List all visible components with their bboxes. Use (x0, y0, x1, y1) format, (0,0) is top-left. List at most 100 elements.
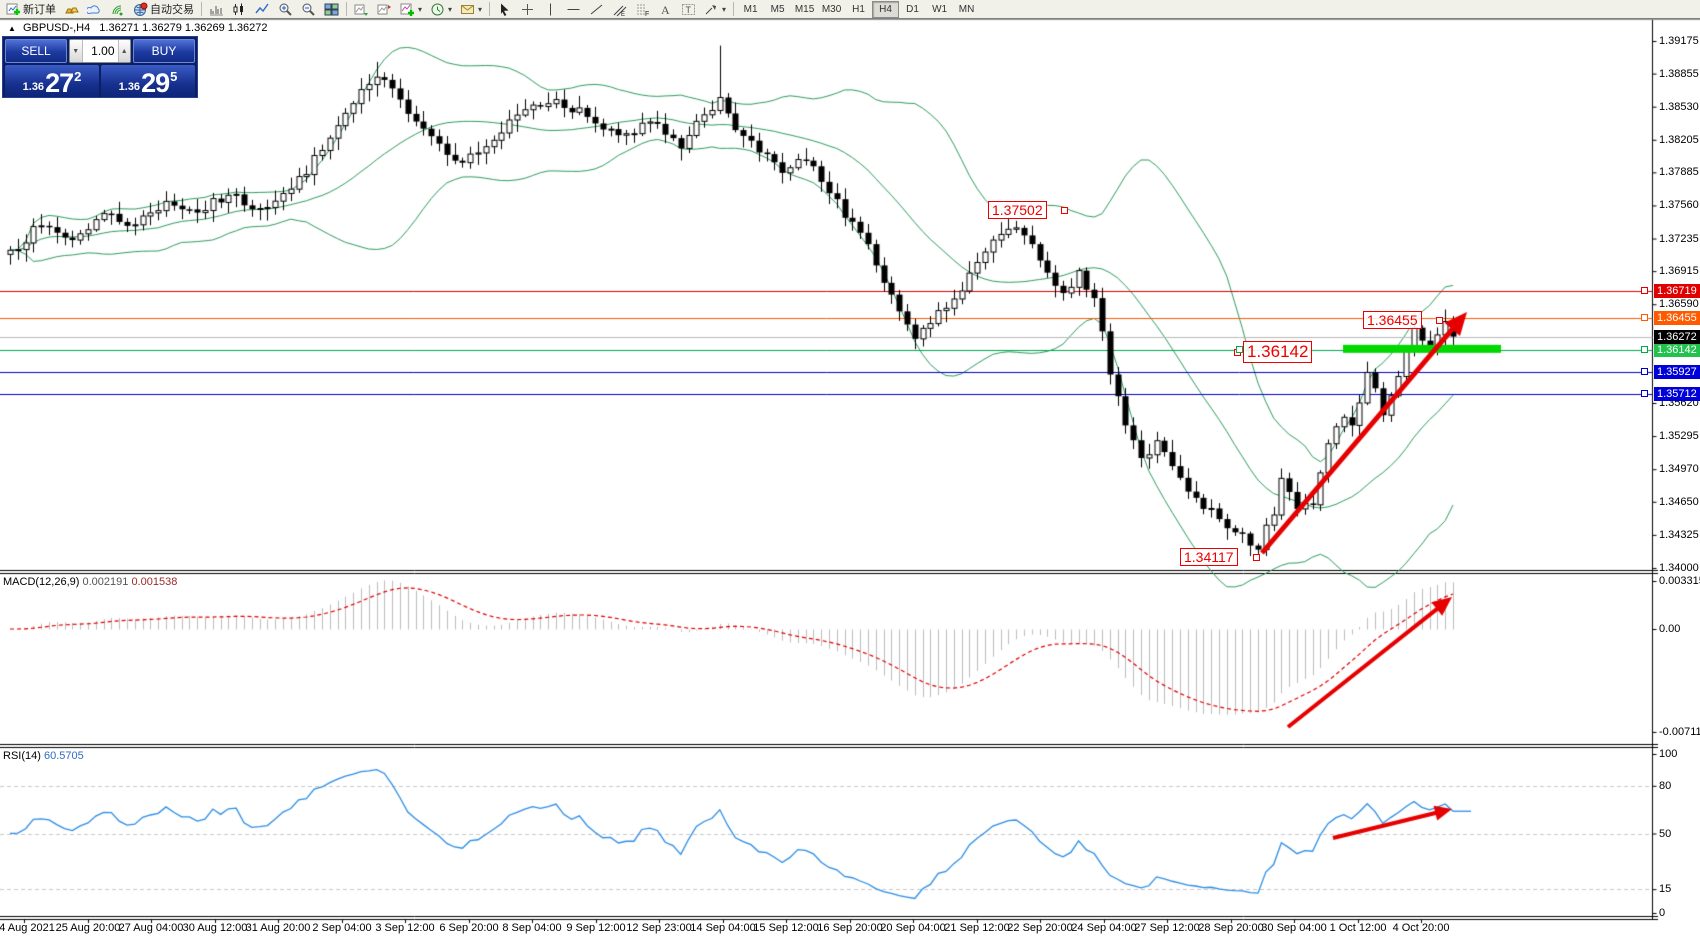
volume-input[interactable] (82, 40, 118, 62)
symbol-marker-icon: ▲ (8, 24, 16, 33)
crosshair-tool[interactable] (516, 0, 539, 19)
time-axis-label: 30 Sep 04:00 (1261, 922, 1327, 934)
timeframe-h1[interactable]: H1 (852, 3, 865, 15)
time-axis-label: 9 Sep 12:00 (566, 922, 626, 934)
arrows-icon (704, 2, 719, 17)
horizontal-line-tool[interactable] (562, 0, 585, 19)
hline-icon (566, 2, 581, 17)
timeframe-w1[interactable]: W1 (932, 3, 948, 15)
price-axis-label: 1.34325 (1659, 529, 1699, 541)
new-order-button[interactable]: 新订单 (2, 0, 60, 19)
timeframe-d1[interactable]: D1 (906, 3, 919, 15)
price-axis-label: 1.34000 (1659, 562, 1699, 574)
price-annotation-label[interactable]: 1.36455 (1363, 311, 1422, 330)
buy-price-display[interactable]: 1.36 29 5 (101, 65, 195, 97)
tile-windows-button[interactable] (320, 0, 343, 19)
text-label-tool[interactable]: T (677, 0, 700, 19)
toolbar-button-label: 自动交易 (150, 4, 194, 16)
auto-scroll-button[interactable] (350, 0, 373, 19)
sell-button[interactable]: SELL (5, 39, 67, 63)
annotation-handle[interactable] (1435, 317, 1443, 325)
toolbar-separator (346, 2, 347, 16)
macd-signal-value: 0.001538 (131, 576, 178, 588)
line-chart-button[interactable] (251, 0, 274, 19)
fibonacci-tool[interactable]: F (631, 0, 654, 19)
globe-icon (133, 2, 148, 17)
tile-windows-icon (324, 2, 339, 17)
volume-increase-button[interactable]: ▲ (117, 40, 130, 62)
time-axis-label: 14 Sep 04:00 (690, 922, 756, 934)
time-axis-label: 30 Aug 12:00 (182, 922, 248, 934)
time-axis-label: 21 Sep 12:00 (944, 922, 1010, 934)
equidistant-channel-tool[interactable]: E (608, 0, 631, 19)
buy-button[interactable]: BUY (133, 39, 195, 63)
chart-shift-icon (377, 2, 392, 17)
annotation-handle[interactable] (1060, 207, 1068, 215)
hline-handle[interactable] (1641, 390, 1648, 397)
main-toolbar: 新订单 自动交易 ▾ ▾ ▾ E F A T ▾ M1 M5 M15 M30 H1 H4 D1 W1 MN (0, 0, 1700, 19)
line-chart-icon (255, 2, 270, 17)
timeframe-m1[interactable]: M1 (743, 3, 758, 15)
sell-price-display[interactable]: 1.36 27 2 (5, 65, 99, 97)
hline-handle[interactable] (1641, 368, 1648, 375)
timeframe-m5[interactable]: M5 (770, 3, 785, 15)
timeframe-mn[interactable]: MN (958, 3, 975, 15)
hline-handle[interactable] (1236, 346, 1243, 353)
volume-decrease-button[interactable]: ▼ (70, 40, 83, 62)
text-tool[interactable]: A (654, 0, 677, 19)
hline-handle[interactable] (1641, 346, 1648, 353)
svg-text:F: F (645, 11, 649, 17)
zoom-out-button[interactable] (297, 0, 320, 19)
zoom-in-button[interactable] (274, 0, 297, 19)
cursor-tool[interactable] (493, 0, 516, 19)
timeframe-m15[interactable]: M15 (794, 3, 815, 15)
price-annotation-label[interactable]: 1.36142 (1243, 341, 1313, 363)
hline-handle[interactable] (1641, 287, 1648, 294)
auto-scroll-icon (354, 2, 369, 17)
templates-button[interactable]: ▾ (456, 0, 486, 19)
timeframe-h4[interactable]: H4 (872, 0, 900, 18)
arrows-tool[interactable]: ▾ (700, 0, 730, 19)
current-price-badge: 1.36272 (1654, 330, 1700, 344)
time-axis-label: 31 Aug 20:00 (245, 922, 311, 934)
indicators-icon (400, 2, 415, 17)
svg-text:A: A (661, 3, 670, 17)
bar-chart-button[interactable] (205, 0, 228, 19)
annotation-handle[interactable] (1252, 554, 1260, 562)
price-axis-label: 1.37885 (1659, 166, 1699, 178)
vertical-line-tool[interactable] (539, 0, 562, 19)
price-axis-label: 1.37235 (1659, 233, 1699, 245)
mql-community-button[interactable] (83, 0, 106, 19)
trendline-icon (589, 2, 604, 17)
history-center-button[interactable] (60, 0, 83, 19)
periods-button[interactable]: ▾ (426, 0, 456, 19)
macd-indicator-label: MACD(12,26,9) 0.002191 0.001538 (3, 576, 177, 588)
svg-text:E: E (621, 12, 625, 17)
candle-chart-button[interactable] (228, 0, 251, 19)
chevron-down-icon: ▾ (418, 4, 423, 14)
buy-price-sup: 5 (170, 69, 178, 84)
cloud-icon (87, 2, 102, 17)
indicators-button[interactable]: ▾ (396, 0, 426, 19)
crosshair-icon (520, 2, 535, 17)
macd-name: MACD(12,26,9) (3, 576, 80, 588)
cursor-icon (497, 2, 512, 17)
autotrading-button[interactable]: 自动交易 (129, 0, 198, 19)
trendline-tool[interactable] (585, 0, 608, 19)
signals-button[interactable] (106, 0, 129, 19)
price-axis-label: 1.39175 (1659, 35, 1699, 47)
price-annotation-label[interactable]: 1.34117 (1180, 548, 1238, 567)
chart-shift-button[interactable] (373, 0, 396, 19)
buy-price-big: 29 (141, 68, 170, 98)
price-annotation-label[interactable]: 1.37502 (988, 201, 1047, 220)
time-axis-label: 20 Sep 04:00 (880, 922, 946, 934)
macd-axis-label: -0.007112 (1659, 726, 1700, 738)
timeframe-m30[interactable]: M30 (821, 3, 842, 15)
bar-chart-icon (209, 2, 224, 17)
time-axis-label: 24 Sep 04:00 (1071, 922, 1137, 934)
toolbar-separator (489, 2, 491, 16)
toolbar-button-label: 新订单 (23, 4, 56, 16)
hline-handle[interactable] (1641, 314, 1648, 321)
